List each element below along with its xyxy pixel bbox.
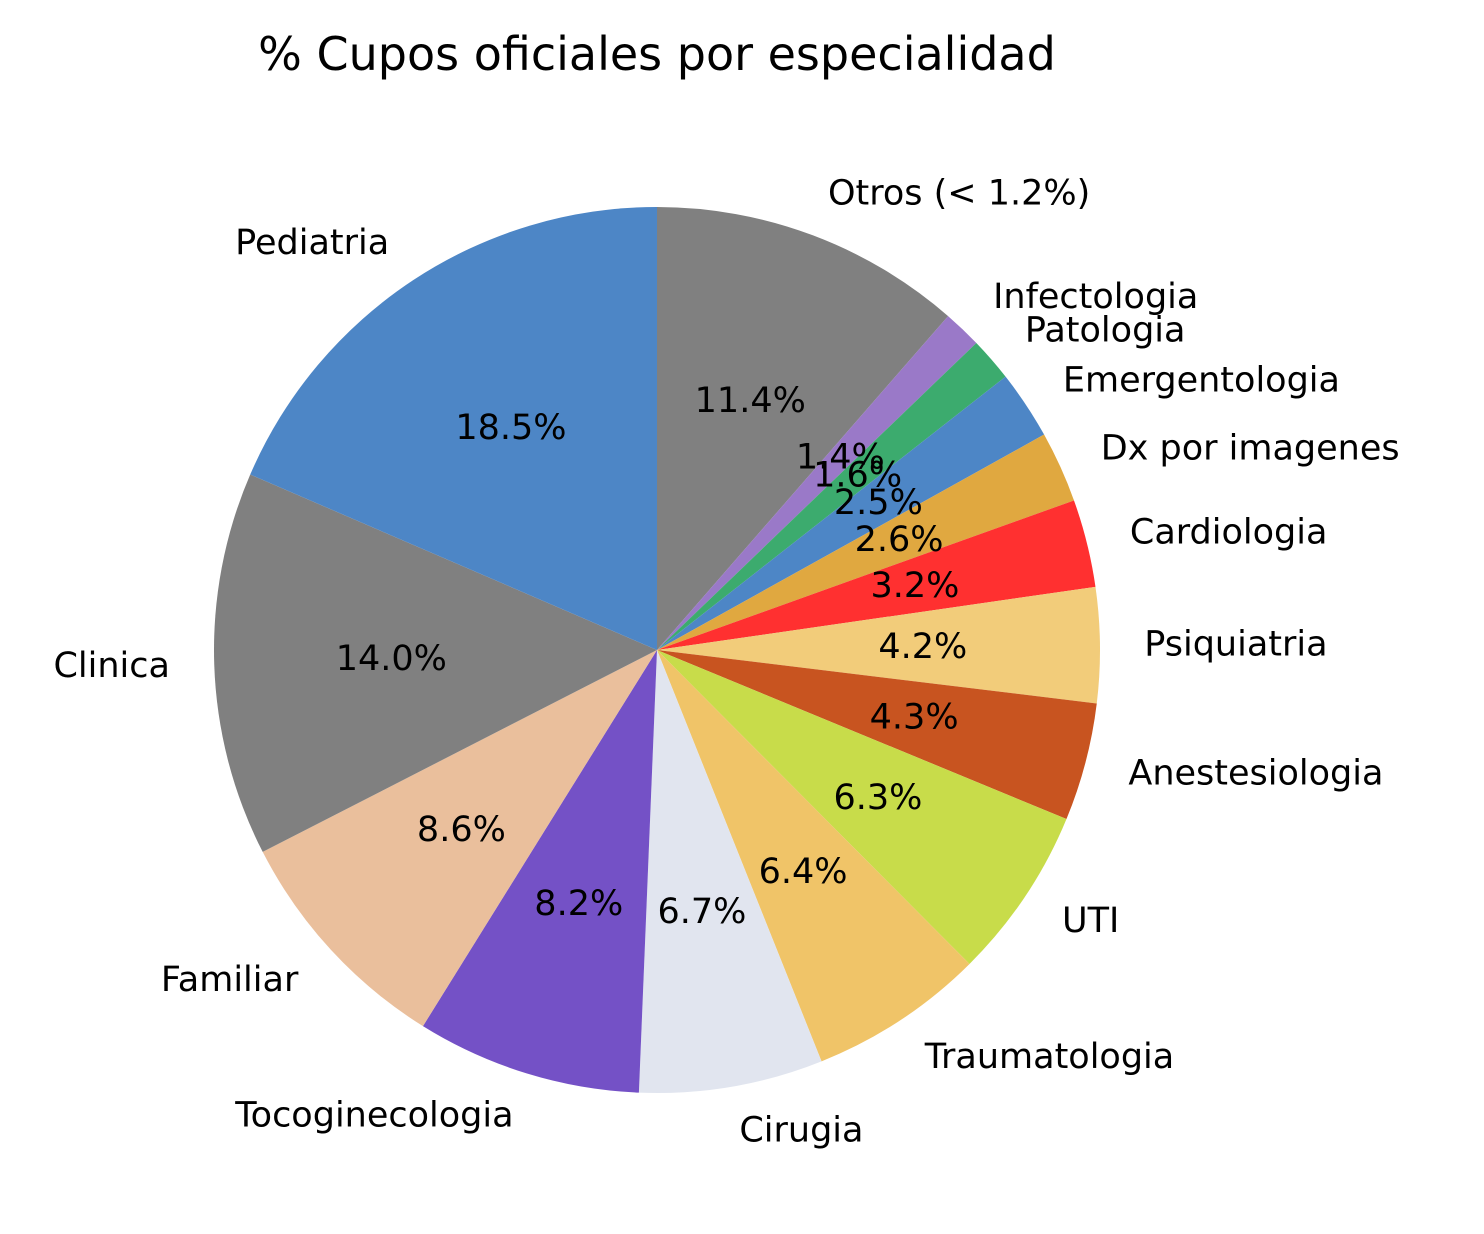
pie-slice-uti bbox=[657, 650, 1067, 964]
pie-percent-label: 2.5% bbox=[834, 483, 923, 523]
pie-slice-traumatologia bbox=[657, 650, 970, 1062]
pie-category-label: Patologia bbox=[1025, 310, 1186, 350]
pie-category-label: Clinica bbox=[53, 646, 169, 686]
pie-slice-otros-1-2 bbox=[657, 207, 949, 650]
pie-category-label: Anestesiologia bbox=[1128, 754, 1383, 794]
pie-slice-tocoginecologia bbox=[422, 650, 657, 1093]
pie-slices bbox=[213, 206, 1101, 1093]
pie-percent-label: 11.4% bbox=[695, 381, 806, 421]
pie-category-label: Pediatria bbox=[235, 223, 389, 263]
pie-percent-label: 8.2% bbox=[534, 884, 623, 924]
pie-slice-familiar bbox=[262, 650, 657, 1027]
pie-percent-label: 18.5% bbox=[455, 408, 566, 448]
pie-category-label: Psiquiatria bbox=[1144, 625, 1327, 665]
pie-category-label: Infectologia bbox=[993, 277, 1198, 317]
pie-category-label: Familiar bbox=[161, 960, 299, 1000]
pie-category-label: UTI bbox=[1062, 901, 1119, 941]
pie-category-label: Traumatologia bbox=[924, 1037, 1174, 1077]
pie-slice-pediatria bbox=[250, 206, 657, 650]
pie-slice-emergentologia bbox=[657, 376, 1045, 650]
pie-category-label: Emergentologia bbox=[1063, 360, 1340, 400]
pie-category-label: Cirugia bbox=[739, 1110, 863, 1150]
pie-percent-label: 2.6% bbox=[855, 520, 944, 560]
pie-slice-anestesiologia bbox=[657, 650, 1097, 820]
pie-slice-dx-por-imagenes bbox=[657, 434, 1074, 650]
pie-category-label: Cardiologia bbox=[1130, 512, 1328, 552]
pie-percent-label: 1.6% bbox=[813, 456, 902, 496]
pie-percent-label: 6.7% bbox=[657, 892, 746, 932]
pie-percent-label: 6.3% bbox=[833, 778, 922, 818]
pie-slice-psiquiatria bbox=[657, 586, 1101, 704]
chart-title: % Cupos oficiales por especialidad bbox=[258, 27, 1056, 81]
pie-percent-label: 3.2% bbox=[870, 566, 959, 606]
pie-slice-cirugia bbox=[638, 650, 822, 1093]
pie-percent-label: 4.3% bbox=[870, 697, 959, 737]
pie-percent-labels: 11.4% 1.4%1.6%2.5%2.6% 3.2% 4.2% 4.3% 6.3% 6.4… bbox=[336, 381, 967, 932]
pie-category-label: Tocoginecologia bbox=[234, 1096, 513, 1136]
pie-category-label: Dx por imagenes bbox=[1101, 429, 1400, 469]
pie-slice-patologia bbox=[657, 342, 1006, 650]
pie-slice-clinica bbox=[213, 474, 658, 852]
pie-percent-label: 4.2% bbox=[878, 627, 967, 667]
pie-category-label: Otros (< 1.2%) bbox=[828, 174, 1090, 214]
pie-percent-label: 8.6% bbox=[417, 810, 506, 850]
pie-slice-cardiologia bbox=[657, 500, 1096, 650]
pie-slice-infectologia bbox=[657, 316, 977, 650]
pie-percent-label: 1.4% bbox=[796, 438, 885, 478]
pie-percent-label: 14.0% bbox=[336, 639, 447, 679]
pie-percent-label: 6.4% bbox=[759, 852, 848, 892]
